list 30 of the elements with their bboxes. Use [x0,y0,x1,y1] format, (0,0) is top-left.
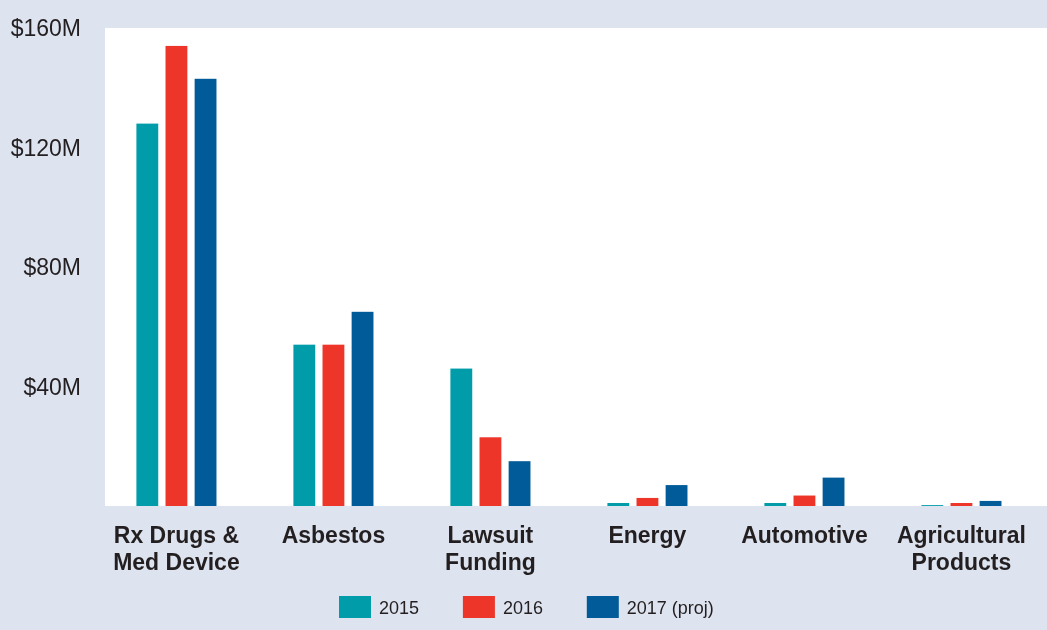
x-tick-label: Automotive [741,522,868,548]
bar [607,503,630,506]
bar [665,485,688,506]
bar [194,78,217,506]
bar [508,461,531,506]
bar [793,495,816,506]
bar [822,477,845,506]
bar [950,503,973,506]
x-tick-label: Rx Drugs & Med Device [113,522,240,575]
x-tick-label: Energy [608,522,687,548]
bar [322,344,345,506]
bar [351,311,374,506]
legend-label: 2017 (proj) [626,598,714,619]
bar [450,368,473,506]
bar [165,45,188,506]
y-tick-label: $80M [23,254,81,281]
y-tick-label: $120M [10,134,81,161]
bar [979,500,1002,506]
y-tick-label: $40M [23,373,81,400]
bar [479,437,502,506]
bar [136,123,159,506]
bar [636,497,659,506]
x-tick-label: Agricultural Products [896,522,1026,575]
bar [293,344,316,506]
legend-label: 2016 [502,598,543,619]
legend-label: 2015 [379,598,420,619]
x-tick-label: Lawsuit Funding [445,522,536,575]
x-tick-label: Asbestos [281,522,386,548]
y-tick-label: $160M [10,15,81,42]
bar [764,503,787,506]
